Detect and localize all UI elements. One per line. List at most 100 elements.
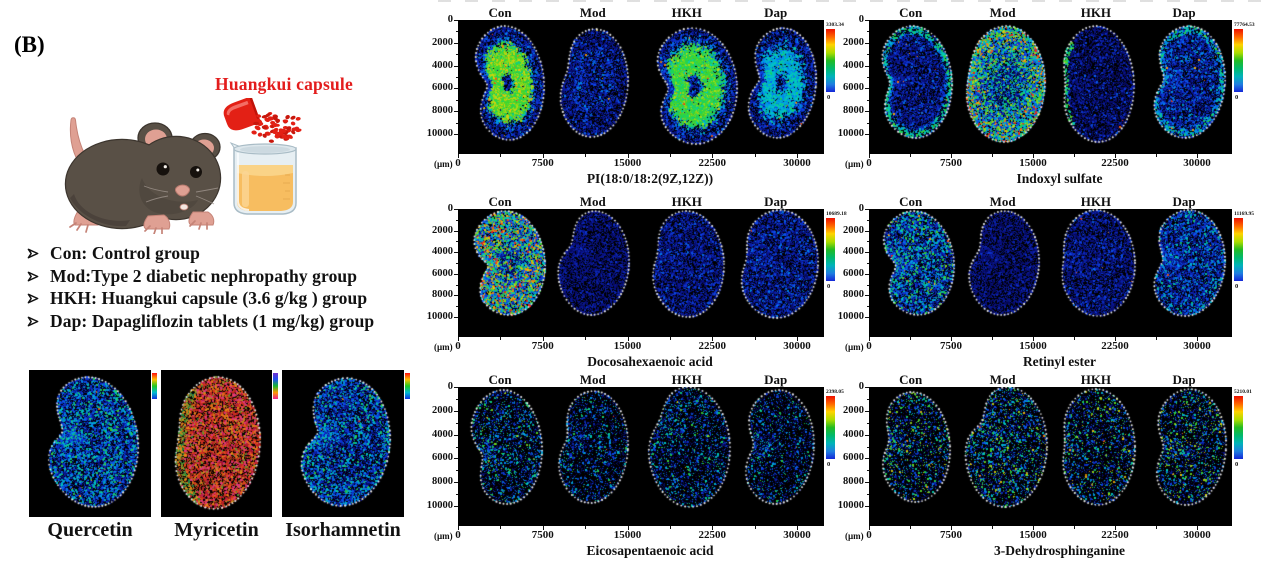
x-tick-mark [458, 526, 459, 530]
y-tick-label: 8000 [843, 476, 864, 488]
x-tick-mark [951, 337, 952, 341]
msi-plot [869, 20, 1232, 154]
x-minor-tick [1074, 526, 1075, 529]
group-label: Dap [1172, 372, 1196, 387]
x-tick-label: 0 [455, 529, 461, 541]
x-tick-label: 0 [455, 340, 461, 352]
x-tick-label: 7500 [531, 340, 554, 352]
group-label: Con [488, 372, 512, 387]
y-tick-label: 10000 [837, 128, 864, 139]
y-tick-mark [454, 65, 458, 67]
x-tick-mark [797, 154, 798, 158]
x-tick-mark [797, 337, 798, 341]
x-tick-mark [627, 526, 629, 530]
y-tick-label: 2000 [843, 404, 864, 416]
y-tick-mark [865, 20, 869, 21]
panel-title: Eicosapentaenoic acid [586, 543, 714, 558]
y-tick-mark [865, 134, 869, 135]
y-minor-tick [866, 306, 869, 308]
y-tick-label: 10000 [426, 128, 453, 139]
x-minor-tick [500, 337, 502, 340]
y-tick-mark [454, 317, 458, 318]
x-minor-tick [992, 154, 993, 157]
y-tick-mark [865, 317, 869, 318]
x-tick-mark [1033, 526, 1034, 530]
y-tick-label: 6000 [843, 82, 864, 94]
x-tick-mark [869, 154, 870, 158]
y-minor-tick [866, 219, 869, 221]
group-label: Dap [1172, 194, 1196, 209]
y-minor-tick [866, 99, 869, 101]
group-label: Dap [764, 5, 788, 20]
x-tick-label: 7500 [940, 529, 962, 541]
y-minor-tick [455, 219, 458, 221]
x-axis-unit: (µm) [434, 159, 453, 169]
x-tick-mark [627, 154, 629, 158]
y-minor-tick [866, 284, 869, 286]
x-tick-mark [712, 154, 714, 158]
y-minor-tick [866, 122, 869, 124]
y-minor-tick [866, 470, 869, 472]
y-tick-mark [454, 230, 458, 232]
y-tick-label: 6000 [432, 267, 453, 279]
x-tick-label: 7500 [531, 529, 554, 541]
y-tick-mark [865, 295, 869, 297]
x-axis-unit: (µm) [845, 531, 864, 541]
x-tick-mark [869, 526, 870, 530]
x-tick-label: 30000 [783, 529, 811, 541]
y-minor-tick [866, 263, 869, 264]
y-tick-label: 8000 [432, 476, 453, 488]
x-minor-tick [669, 154, 671, 157]
y-tick-label: 4000 [843, 246, 864, 258]
y-tick-mark [865, 230, 869, 232]
y-tick-mark [865, 387, 869, 388]
capsule-caption: Huangkui capsule [215, 74, 353, 94]
x-tick-label: 15000 [1019, 340, 1047, 352]
y-tick-mark [454, 387, 458, 388]
y-tick-label: 10000 [837, 311, 864, 322]
y-tick-label: 8000 [843, 289, 864, 301]
intensity-colorbar [1234, 396, 1243, 459]
y-tick-mark [454, 42, 458, 44]
y-tick-mark [865, 252, 869, 254]
colorbar-max-value: 11169.95 [1234, 211, 1255, 217]
y-minor-tick [866, 77, 869, 78]
y-tick-mark [454, 20, 458, 21]
y-tick-label: 2000 [432, 36, 453, 48]
x-tick-label: 30000 [1183, 529, 1211, 541]
y-tick-label: 4000 [843, 428, 864, 440]
msi-plot [458, 209, 824, 337]
x-minor-tick [585, 526, 587, 529]
y-tick-mark [865, 506, 869, 507]
x-minor-tick [910, 154, 911, 157]
x-minor-tick [1074, 154, 1075, 157]
x-tick-mark [712, 526, 714, 530]
x-tick-label: 22500 [1101, 529, 1129, 541]
flavonoid-label: Isorhamnetin [285, 519, 401, 541]
x-tick-mark [542, 526, 544, 530]
x-tick-label: 15000 [613, 340, 642, 352]
legend-text: Con: Control group [50, 243, 200, 263]
x-tick-mark [1197, 154, 1198, 158]
x-tick-mark [1115, 526, 1116, 530]
y-minor-tick [455, 422, 458, 424]
arrow-bullet-icon [27, 248, 39, 259]
intensity-colorbar [1234, 218, 1243, 281]
msi-plot [869, 209, 1232, 337]
legend-text: Mod:Type 2 diabetic nephropathy group [50, 265, 358, 286]
y-tick-label: 2000 [432, 224, 453, 236]
mini-colorbar [273, 373, 278, 399]
y-minor-tick [866, 494, 869, 496]
y-tick-mark [454, 410, 458, 412]
x-axis-unit: (µm) [845, 159, 864, 169]
flavonoid-msi-image [29, 370, 151, 517]
group-label: Dap [1172, 5, 1196, 20]
panel-title: Retinyl ester [1022, 354, 1097, 369]
group-label: Dap [764, 372, 788, 387]
y-tick-label: 6000 [432, 452, 453, 464]
x-tick-label: 15000 [613, 157, 642, 169]
x-axis-unit: (µm) [845, 342, 864, 352]
x-minor-tick [1156, 526, 1157, 529]
y-tick-label: 0 [858, 14, 864, 25]
